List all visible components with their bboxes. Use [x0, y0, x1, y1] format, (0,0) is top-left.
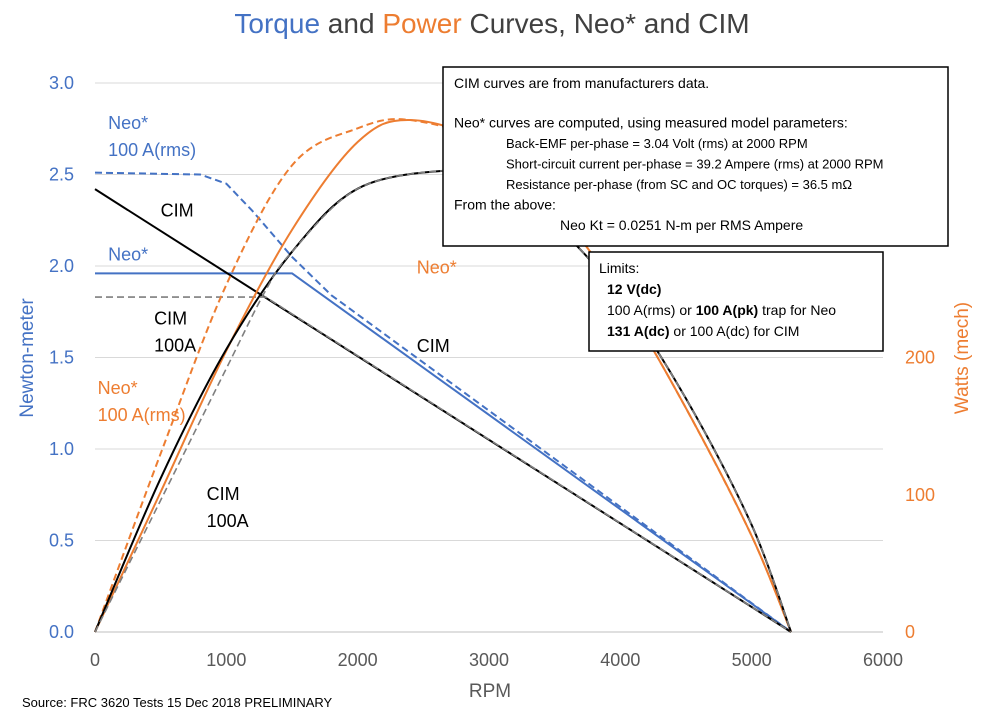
limits-box: Limits: 12 V(dc) 100 A(rms) or 100 A(pk)…	[588, 251, 884, 352]
title-word-and: and	[320, 8, 382, 39]
notes-box-lines: CIM curves are from manufacturers data. N…	[454, 75, 884, 233]
y-right-tick-label: 100	[905, 485, 935, 505]
y-left-tick-label: 3.0	[49, 73, 74, 93]
note-line: From the above:	[454, 197, 556, 213]
notes-box: CIM curves are from manufacturers data. N…	[442, 66, 949, 247]
title-word-power: Power	[382, 8, 461, 39]
x-axis-title: RPM	[469, 681, 511, 702]
y-right-axis-title: Watts (mech)	[952, 302, 973, 414]
x-tick-label: 1000	[206, 650, 246, 670]
curve-label: CIM 100A	[207, 484, 249, 531]
series-line-0	[95, 272, 792, 633]
note-line: CIM curves are from manufacturers data.	[454, 75, 709, 91]
series-line-2	[94, 188, 792, 633]
note-line: Back-EMF per-phase = 3.04 Volt (rms) at …	[506, 136, 808, 151]
x-tick-label: 2000	[338, 650, 378, 670]
limits-box-frame	[588, 251, 884, 352]
note-line: Resistance per-phase (from SC and OC tor…	[506, 177, 852, 192]
x-tick-label: 4000	[600, 650, 640, 670]
curve-label: Neo* 100 A(rms)	[98, 378, 186, 425]
y-left-tick-labels: 0.0 0.5 1.0 1.5 2.0 2.5 3.0	[49, 73, 74, 642]
note-line: Short-circuit current per-phase = 39.2 A…	[506, 157, 884, 172]
curve-label: Neo*	[108, 245, 148, 265]
y-right-tick-label: 0	[905, 622, 915, 642]
series-line-3	[95, 296, 792, 633]
curve-label: CIM	[417, 336, 450, 356]
title-word-rest: Curves, Neo* and CIM	[462, 8, 750, 39]
x-tick-label: 0	[90, 650, 100, 670]
y-left-tick-label: 1.5	[49, 348, 74, 368]
x-tick-label: 6000	[863, 650, 903, 670]
series-line-1	[94, 171, 792, 633]
curve-label: CIM	[161, 201, 194, 221]
note-line: Neo Kt = 0.0251 N-m per RMS Ampere	[560, 217, 803, 233]
y-left-tick-label: 2.0	[49, 256, 74, 276]
y-left-tick-label: 0.5	[49, 531, 74, 551]
y-left-axis-title: Newton-meter	[17, 298, 38, 418]
limits-heading: Limits:	[599, 260, 639, 276]
y-right-tick-label: 200	[905, 348, 935, 368]
limits-cim-current: 131 A(dc) or 100 A(dc) for CIM	[607, 323, 799, 339]
y-left-tick-label: 0.0	[49, 622, 74, 642]
x-tick-labels: 0 1000 2000 3000 4000 5000 6000	[90, 650, 903, 670]
curve-label: CIM 100A	[154, 309, 196, 356]
x-tick-label: 3000	[469, 650, 509, 670]
curve-label: Neo* 100 A(rms)	[108, 113, 196, 160]
y-left-tick-label: 2.5	[49, 165, 74, 185]
limits-neo-current: 100 A(rms) or 100 A(pk) trap for Neo	[607, 302, 836, 318]
chart-title: Torque and Power Curves, Neo* and CIM	[234, 8, 749, 39]
x-tick-label: 5000	[732, 650, 772, 670]
curve-label: Neo*	[417, 257, 457, 277]
note-line: Neo* curves are computed, using measured…	[454, 115, 848, 131]
title-word-torque: Torque	[234, 8, 320, 39]
notes-box-frame	[442, 66, 949, 247]
source-note: Source: FRC 3620 Tests 15 Dec 2018 PRELI…	[22, 695, 333, 710]
curve-annotations: Neo* 100 A(rms) CIM Neo* CIM 100A Neo* CIM Neo* 1…	[98, 113, 457, 531]
y-left-tick-label: 1.0	[49, 439, 74, 459]
limits-voltage: 12 V(dc)	[607, 281, 661, 297]
